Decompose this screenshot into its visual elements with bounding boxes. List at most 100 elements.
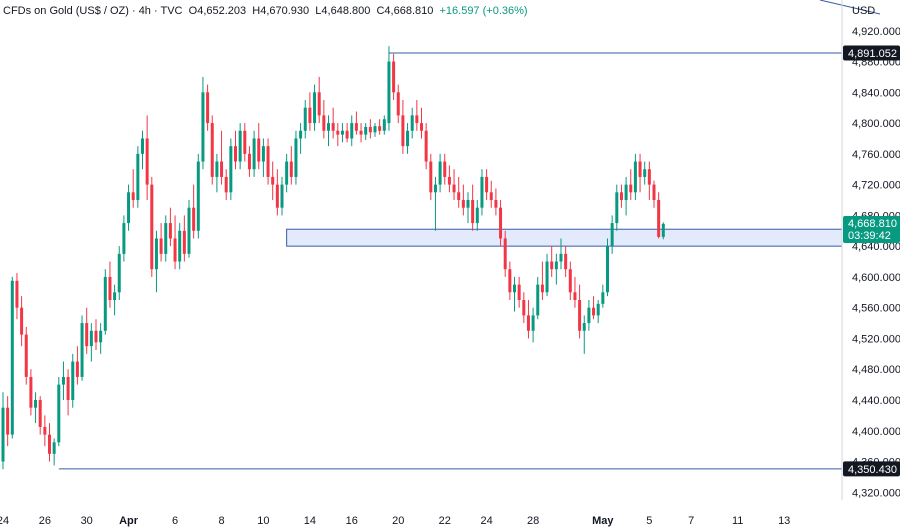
symbol-title[interactable]: CFDs on Gold (US$ / OZ) · 4h · TVC (3, 5, 183, 17)
candle (122, 215, 126, 262)
last-price-tag (843, 215, 900, 243)
candle (20, 296, 24, 347)
candle (424, 123, 428, 170)
candle (513, 276, 516, 312)
candle (6, 396, 10, 447)
candle (38, 396, 42, 435)
low-label: L (315, 5, 322, 17)
price-axis[interactable]: 4,320.0004,360.0004,400.0004,440.0004,48… (852, 26, 900, 500)
resistance-price-tag (843, 45, 900, 61)
candle (238, 123, 242, 170)
candle (368, 119, 372, 139)
candle (392, 53, 396, 100)
candle (610, 215, 614, 254)
support-price-tag (843, 461, 900, 477)
time-tick-label: 8 (218, 515, 224, 527)
candle (187, 200, 191, 258)
candle (299, 123, 303, 154)
candle (164, 215, 168, 262)
candle (322, 100, 326, 139)
time-tick-label: 10 (257, 515, 269, 527)
candle (308, 92, 312, 131)
time-tick-label: 28 (527, 515, 539, 527)
high-value: 4,670.930 (260, 5, 310, 17)
candle (294, 130, 298, 185)
candle (499, 200, 503, 247)
price-tick-label: 4,440.000 (852, 395, 900, 407)
bar-countdown-label: 03:39:42 (848, 230, 891, 242)
candle (173, 215, 177, 270)
candle (452, 169, 456, 200)
candle (559, 238, 563, 270)
time-axis[interactable]: 24 26 30 Apr 6 8 10 14 16 20 22 24 28 May 5 7 11 13 (0, 515, 790, 527)
candle (592, 296, 596, 320)
time-tick-label: 30 (81, 515, 93, 527)
trend-line[interactable] (819, 0, 881, 15)
candle (471, 184, 475, 231)
close-value: 4,668.810 (384, 5, 434, 17)
candle (336, 123, 340, 147)
price-tick-label: 4,480.000 (852, 364, 900, 376)
time-tick-label: 24 (0, 515, 9, 527)
price-tick-label: 4,920.000 (852, 26, 900, 38)
change-value: +16.597 (+0.36%) (439, 5, 528, 17)
candle (113, 284, 117, 316)
price-tags: 4,891.052 4,668.810 03:39:42 4,350.430 (843, 45, 900, 477)
candle (43, 415, 47, 447)
candle (420, 107, 423, 139)
candle (331, 107, 335, 139)
candle (15, 273, 19, 320)
candle (103, 269, 107, 335)
candle (89, 323, 93, 362)
candle (433, 176, 437, 231)
candle (601, 284, 605, 308)
price-tick-label: 4,640.000 (852, 241, 900, 253)
candle (494, 188, 498, 216)
candle (266, 138, 270, 185)
candle (647, 161, 651, 200)
candle (127, 184, 131, 231)
candle (131, 169, 135, 208)
candle (415, 100, 419, 131)
candle (568, 261, 572, 300)
candle (285, 153, 289, 193)
candle (401, 100, 405, 154)
price-tick-label: 4,600.000 (852, 272, 900, 284)
currency-label[interactable]: USD (852, 5, 876, 17)
candle (99, 323, 103, 354)
candle (619, 184, 623, 208)
candle (154, 230, 158, 293)
candle (80, 315, 84, 381)
candle (136, 146, 140, 208)
support-zone-box[interactable] (286, 228, 843, 247)
candle (71, 353, 75, 408)
resistance-price-label: 4,891.052 (848, 48, 897, 60)
candle (661, 222, 665, 240)
high-label: H (252, 5, 261, 17)
time-tick-label: May (592, 515, 614, 527)
candle (243, 123, 247, 162)
candle (545, 253, 549, 297)
candle (108, 261, 112, 308)
candle (633, 153, 637, 200)
candle (340, 123, 344, 143)
candle (554, 253, 558, 285)
candle (578, 284, 582, 339)
candle (364, 123, 368, 140)
candle (638, 153, 642, 193)
candle (387, 46, 391, 131)
candle (373, 123, 377, 137)
candle (34, 392, 38, 424)
candle (215, 153, 219, 193)
candle (522, 292, 526, 324)
chart-legend: CFDs on Gold (US$ / OZ) · 4h · TVC O4,65… (3, 5, 528, 17)
candle (247, 146, 251, 177)
candle (327, 115, 330, 147)
candle (66, 369, 70, 416)
candle (313, 84, 317, 131)
candle (652, 180, 656, 208)
close-label: C (376, 5, 385, 17)
candle (229, 138, 233, 200)
time-tick-label: 16 (346, 515, 358, 527)
